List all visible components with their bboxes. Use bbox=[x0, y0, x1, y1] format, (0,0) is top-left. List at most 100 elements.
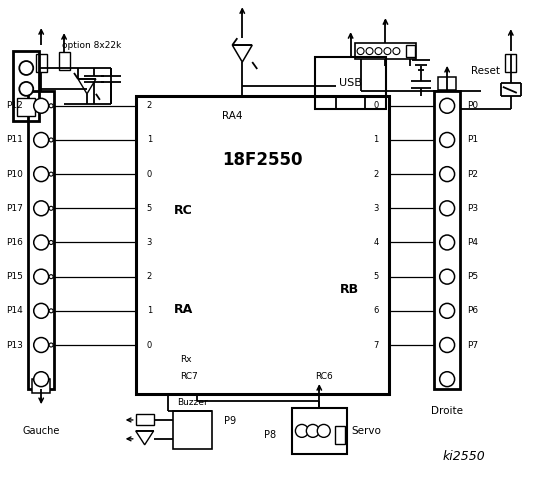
Text: P2: P2 bbox=[467, 169, 478, 179]
Bar bbox=[28, 91, 54, 389]
Text: RB: RB bbox=[340, 283, 359, 296]
Circle shape bbox=[34, 303, 49, 318]
Text: P17: P17 bbox=[7, 204, 23, 213]
Circle shape bbox=[19, 82, 33, 96]
Circle shape bbox=[49, 104, 53, 108]
Circle shape bbox=[440, 201, 455, 216]
Text: Droite: Droite bbox=[431, 406, 463, 416]
Bar bbox=[434, 91, 460, 389]
Text: option 8x22k: option 8x22k bbox=[62, 41, 122, 49]
Circle shape bbox=[393, 48, 400, 55]
Bar bbox=[13, 51, 39, 120]
Text: 2: 2 bbox=[373, 169, 378, 179]
Text: P9: P9 bbox=[224, 416, 236, 426]
Text: ki2550: ki2550 bbox=[443, 450, 486, 463]
Text: Gauche: Gauche bbox=[23, 426, 60, 436]
Text: 3: 3 bbox=[147, 238, 152, 247]
Text: RA: RA bbox=[174, 303, 193, 316]
Text: 18F2550: 18F2550 bbox=[222, 152, 303, 169]
Circle shape bbox=[34, 372, 49, 387]
Bar bbox=[173, 411, 212, 449]
Bar bbox=[406, 45, 415, 57]
Circle shape bbox=[306, 424, 319, 437]
Circle shape bbox=[49, 138, 53, 142]
Circle shape bbox=[440, 269, 455, 284]
Text: 1: 1 bbox=[373, 135, 378, 144]
Circle shape bbox=[440, 372, 455, 387]
Text: 2: 2 bbox=[147, 101, 152, 110]
Circle shape bbox=[357, 48, 364, 55]
Text: 5: 5 bbox=[373, 272, 378, 281]
Circle shape bbox=[49, 343, 53, 347]
Text: P13: P13 bbox=[7, 340, 23, 349]
Text: 0: 0 bbox=[373, 101, 378, 110]
Text: P15: P15 bbox=[7, 272, 23, 281]
Text: P16: P16 bbox=[7, 238, 23, 247]
Bar bbox=[292, 408, 347, 454]
Text: P7: P7 bbox=[467, 340, 478, 349]
Text: Buzzer: Buzzer bbox=[177, 397, 208, 407]
Circle shape bbox=[440, 132, 455, 147]
Circle shape bbox=[440, 98, 455, 113]
Text: P11: P11 bbox=[7, 135, 23, 144]
Text: 2: 2 bbox=[147, 272, 152, 281]
Circle shape bbox=[34, 235, 49, 250]
Text: 6: 6 bbox=[373, 306, 378, 315]
Text: P14: P14 bbox=[7, 306, 23, 315]
Text: Rx: Rx bbox=[180, 355, 192, 364]
Circle shape bbox=[49, 206, 53, 210]
Circle shape bbox=[366, 48, 373, 55]
Circle shape bbox=[384, 48, 391, 55]
Text: P3: P3 bbox=[467, 204, 478, 213]
Text: P8: P8 bbox=[264, 430, 276, 440]
Bar bbox=[135, 415, 154, 425]
Text: 1: 1 bbox=[147, 306, 152, 315]
Text: P1: P1 bbox=[467, 135, 478, 144]
Bar bbox=[438, 77, 456, 90]
Circle shape bbox=[440, 337, 455, 352]
Bar bbox=[354, 43, 416, 59]
Text: 4: 4 bbox=[373, 238, 378, 247]
Circle shape bbox=[295, 424, 309, 437]
Text: P12: P12 bbox=[7, 101, 23, 110]
Text: P4: P4 bbox=[467, 238, 478, 247]
Text: Servo: Servo bbox=[352, 426, 382, 436]
Text: USB: USB bbox=[339, 78, 362, 88]
Bar bbox=[32, 379, 50, 393]
Bar bbox=[315, 57, 387, 109]
Circle shape bbox=[440, 167, 455, 181]
Circle shape bbox=[34, 167, 49, 181]
Text: 7: 7 bbox=[373, 340, 378, 349]
Bar bbox=[17, 98, 35, 116]
Text: 0: 0 bbox=[147, 169, 152, 179]
Circle shape bbox=[34, 132, 49, 147]
Circle shape bbox=[440, 303, 455, 318]
Text: RC7: RC7 bbox=[180, 372, 198, 381]
Circle shape bbox=[49, 172, 53, 176]
Text: RC6: RC6 bbox=[315, 372, 332, 381]
Bar bbox=[59, 52, 70, 70]
Circle shape bbox=[49, 309, 53, 313]
Text: P5: P5 bbox=[467, 272, 478, 281]
Circle shape bbox=[317, 424, 330, 437]
Bar bbox=[135, 96, 389, 394]
Bar bbox=[505, 54, 517, 72]
Circle shape bbox=[34, 98, 49, 113]
Circle shape bbox=[34, 269, 49, 284]
Text: P0: P0 bbox=[467, 101, 478, 110]
Circle shape bbox=[34, 337, 49, 352]
Text: 0: 0 bbox=[147, 340, 152, 349]
Text: 1: 1 bbox=[147, 135, 152, 144]
Text: RA4: RA4 bbox=[222, 111, 242, 121]
Circle shape bbox=[375, 48, 382, 55]
Circle shape bbox=[49, 240, 53, 244]
Circle shape bbox=[19, 61, 33, 75]
Text: RC: RC bbox=[174, 204, 192, 216]
Bar bbox=[335, 426, 345, 444]
Text: Reset: Reset bbox=[471, 66, 500, 76]
Text: 3: 3 bbox=[373, 204, 378, 213]
Circle shape bbox=[49, 275, 53, 279]
Bar bbox=[36, 54, 46, 72]
Circle shape bbox=[34, 201, 49, 216]
Circle shape bbox=[440, 235, 455, 250]
